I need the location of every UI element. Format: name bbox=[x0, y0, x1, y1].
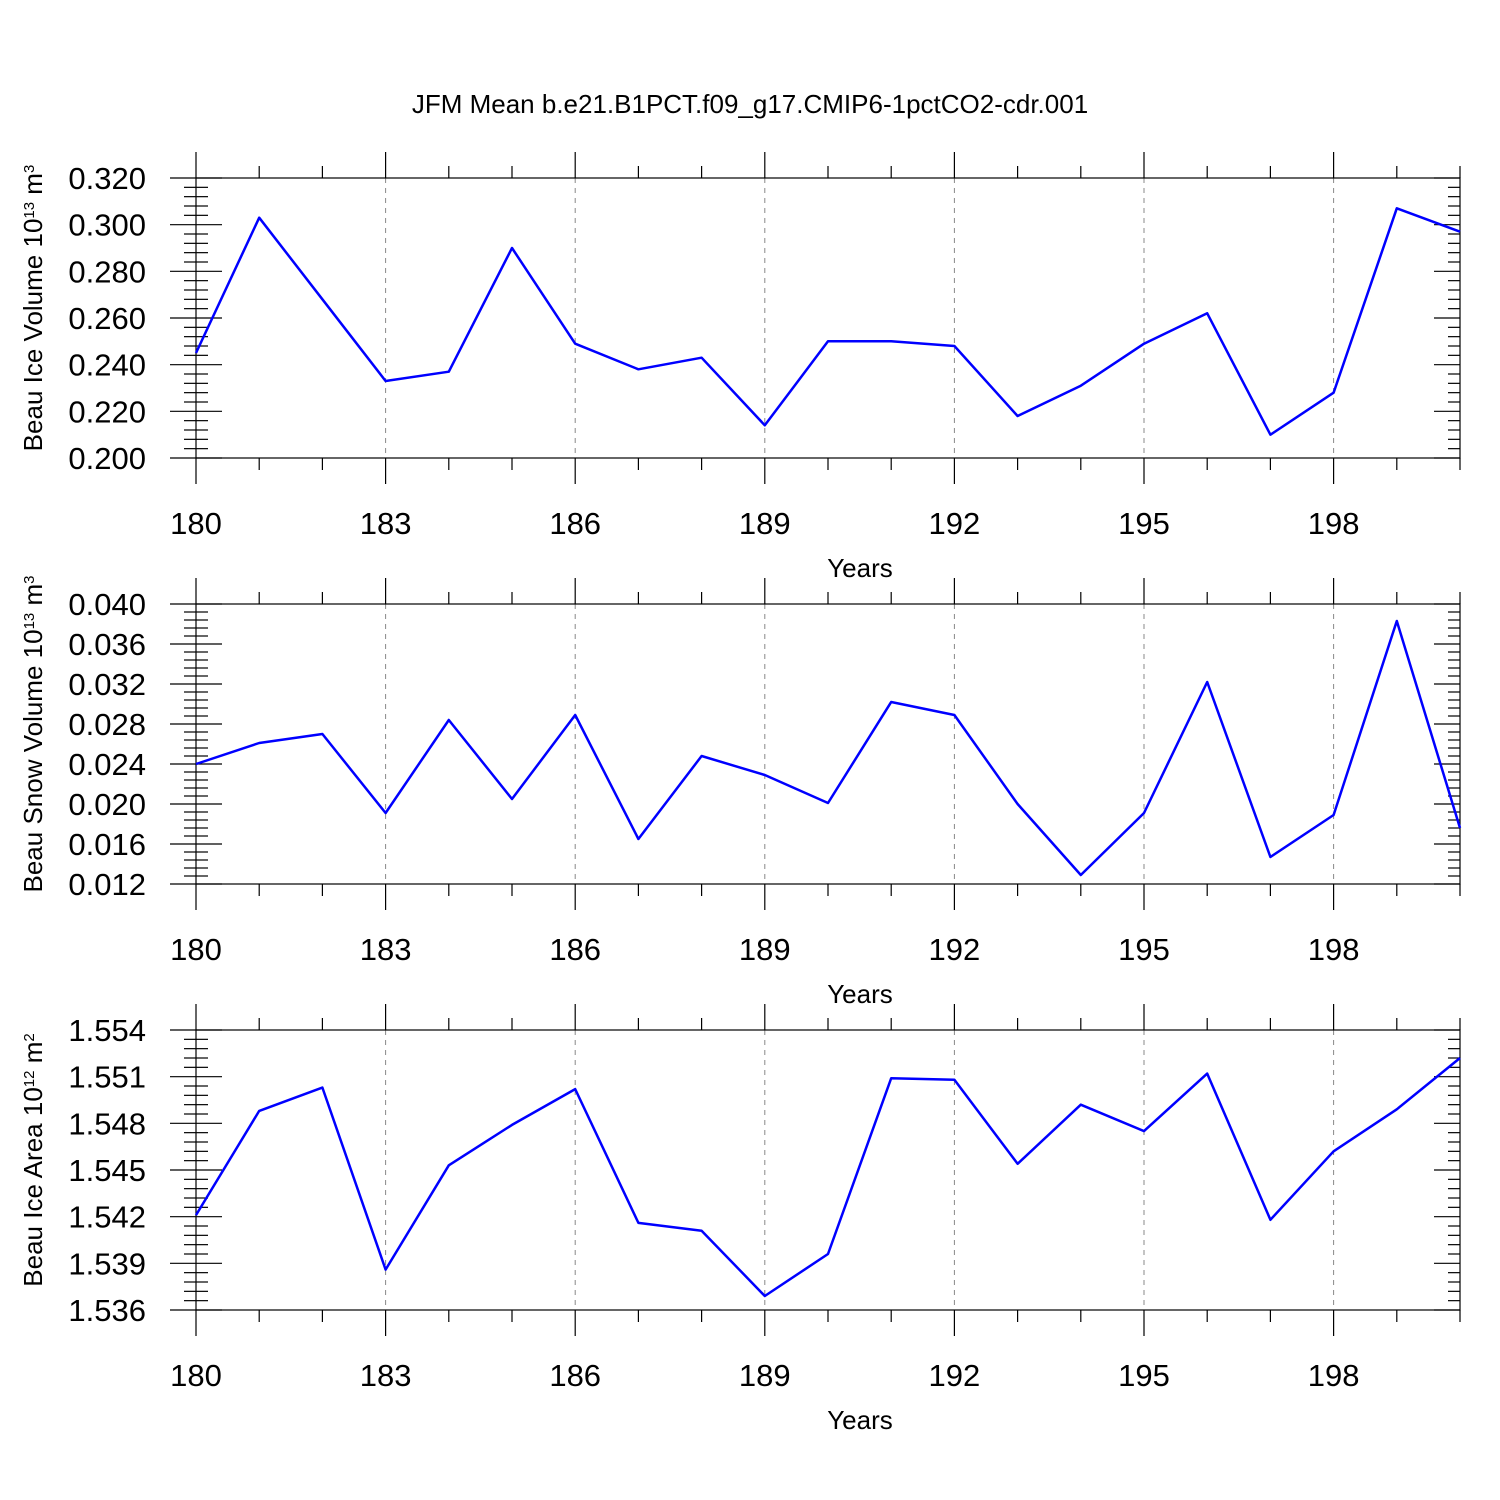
y-axis-title: Beau Ice Volume 1013 m3 bbox=[18, 165, 48, 452]
y-tick-label: 0.016 bbox=[68, 827, 146, 862]
series-line bbox=[195, 619, 1462, 877]
y-tick-label: 0.040 bbox=[68, 587, 146, 622]
panels: 180 183 186 189 192 195 198 0.200 0.220 0.240 0.26… bbox=[18, 152, 1462, 1435]
y-tick-label: 0.320 bbox=[68, 161, 146, 196]
y-axis-title: Beau Ice Area 1012 m2 bbox=[18, 1033, 48, 1286]
y-axis-title-text: Beau Ice Area 10 bbox=[18, 1087, 48, 1286]
y-tick-label: 1.539 bbox=[68, 1246, 146, 1281]
x-tick-label: 189 bbox=[739, 932, 791, 967]
y-tick-label: 0.024 bbox=[68, 747, 146, 782]
y-tick-label: 1.545 bbox=[68, 1153, 146, 1188]
y-axis-title-superscript: 3 bbox=[21, 165, 38, 173]
y-axis-title-superscript: 13 bbox=[21, 613, 38, 630]
x-tick-label: 183 bbox=[360, 932, 412, 967]
x-tick-label: 198 bbox=[1308, 506, 1360, 541]
series-line bbox=[194, 207, 1461, 436]
x-axis-title: Years bbox=[827, 979, 893, 1009]
x-tick-label: 186 bbox=[549, 1358, 601, 1393]
y-axis-title: Beau Snow Volume 1013 m3 bbox=[18, 576, 48, 893]
panel-3: 180 183 186 189 192 195 198 1.536 1.539 1.542 1.54… bbox=[18, 1004, 1461, 1435]
x-tick-label: 192 bbox=[929, 1358, 981, 1393]
y-tick-label: 0.020 bbox=[68, 787, 146, 822]
y-tick-label: 0.300 bbox=[68, 208, 146, 243]
y-axis-title-superscript: 12 bbox=[21, 1071, 38, 1088]
y-tick-label: 0.012 bbox=[68, 867, 146, 902]
y-axis-title-text: m bbox=[18, 173, 48, 202]
y-tick-label: 0.240 bbox=[68, 348, 146, 383]
x-axis-title: Years bbox=[827, 553, 893, 583]
x-tick-label: 189 bbox=[739, 1358, 791, 1393]
y-axis-title-superscript: 13 bbox=[21, 202, 38, 219]
figure-title: JFM Mean b.e21.B1PCT.f09_g17.CMIP6-1pctC… bbox=[412, 89, 1088, 119]
x-tick-label: 180 bbox=[170, 932, 222, 967]
y-axis-title-superscript: 3 bbox=[21, 576, 38, 584]
y-tick-label: 1.551 bbox=[68, 1060, 146, 1095]
y-axis-title-text: m bbox=[18, 1042, 48, 1071]
series-line bbox=[194, 1057, 1461, 1298]
panel-1: 180 183 186 189 192 195 198 0.200 0.220 0.240 0.26… bbox=[18, 152, 1461, 583]
y-axis-title-text: Beau Ice Volume 10 bbox=[18, 219, 48, 452]
y-tick-label: 0.260 bbox=[68, 301, 146, 336]
y-tick-label: 0.032 bbox=[68, 667, 146, 702]
x-tick-label: 189 bbox=[739, 506, 791, 541]
x-tick-label: 192 bbox=[929, 932, 981, 967]
x-tick-label: 192 bbox=[929, 506, 981, 541]
y-tick-label: 0.220 bbox=[68, 394, 146, 429]
x-tick-label: 180 bbox=[170, 506, 222, 541]
x-tick-label: 180 bbox=[170, 1358, 222, 1393]
y-tick-label: 0.280 bbox=[68, 254, 146, 289]
x-tick-label: 186 bbox=[549, 932, 601, 967]
y-tick-label: 1.536 bbox=[68, 1293, 146, 1328]
y-tick-label: 1.554 bbox=[68, 1013, 146, 1048]
x-axis-title: Years bbox=[827, 1405, 893, 1435]
y-tick-label: 0.028 bbox=[68, 707, 146, 742]
y-tick-label: 0.200 bbox=[68, 441, 146, 476]
y-tick-label: 0.036 bbox=[68, 627, 146, 662]
x-tick-label: 198 bbox=[1308, 932, 1360, 967]
x-tick-label: 183 bbox=[360, 1358, 412, 1393]
x-tick-label: 195 bbox=[1118, 1358, 1170, 1393]
y-axis-title-superscript: 2 bbox=[21, 1033, 38, 1041]
y-tick-label: 1.542 bbox=[68, 1200, 146, 1235]
y-axis-title-text: m bbox=[18, 584, 48, 613]
panel-2: 180 183 186 189 192 195 198 0.012 0.016 0.020 0.02… bbox=[18, 576, 1462, 1009]
x-tick-label: 195 bbox=[1118, 932, 1170, 967]
x-tick-label: 183 bbox=[360, 506, 412, 541]
x-tick-label: 195 bbox=[1118, 506, 1170, 541]
y-tick-label: 1.548 bbox=[68, 1106, 146, 1141]
x-tick-label: 198 bbox=[1308, 1358, 1360, 1393]
x-tick-label: 186 bbox=[549, 506, 601, 541]
y-axis-title-text: Beau Snow Volume 10 bbox=[18, 629, 48, 892]
